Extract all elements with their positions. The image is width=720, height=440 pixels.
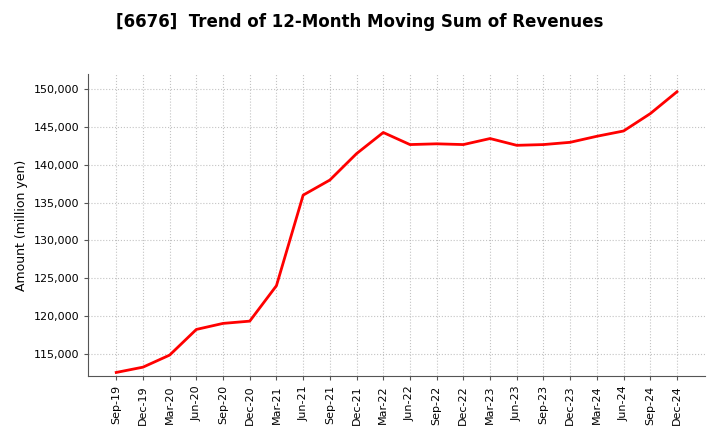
Text: [6676]  Trend of 12-Month Moving Sum of Revenues: [6676] Trend of 12-Month Moving Sum of R…	[117, 13, 603, 31]
Y-axis label: Amount (million yen): Amount (million yen)	[15, 160, 28, 291]
